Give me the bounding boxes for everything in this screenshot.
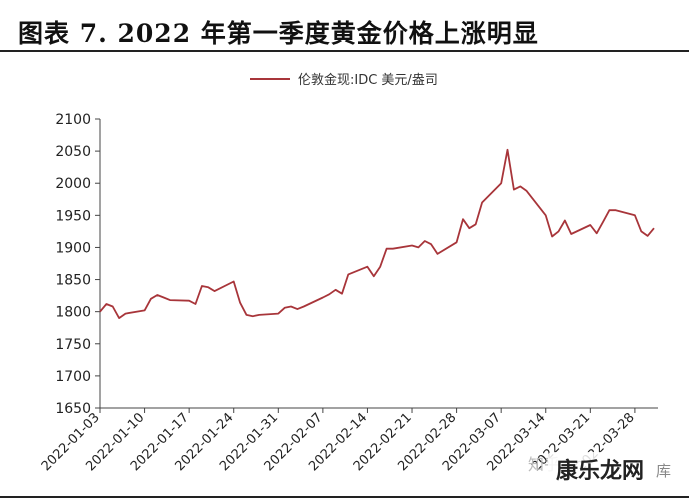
y-tick-label: 1700 (55, 369, 91, 385)
y-tick-label: 2050 (55, 144, 91, 160)
figure-title: 图表 7. 2022 年第一季度黄金价格上涨明显 (18, 19, 539, 48)
footer-rule (0, 496, 689, 498)
plot-area: 1650 1700 1750 1800 1850 1900 1950 2000 2050 2100… (39, 112, 658, 474)
series-line (99, 148, 655, 320)
y-tick-label: 1650 (55, 401, 91, 417)
y-tick-label: 1950 (55, 208, 91, 224)
watermark-backdrop (548, 452, 656, 484)
y-tick-label: 2000 (55, 176, 91, 192)
legend: 伦敦金现:IDC 美元/盎司 (250, 72, 438, 88)
watermark-right: 康乐龙网 (556, 458, 644, 484)
y-tick-label: 2100 (55, 112, 91, 128)
watermark-suffix: 库 (656, 462, 671, 480)
y-tick-label: 1750 (55, 337, 91, 353)
y-tick-label: 1800 (55, 305, 91, 321)
watermark: 知乎 康乐龙网 库 (528, 452, 671, 484)
legend-label: 伦敦金现:IDC 美元/盎司 (298, 72, 438, 88)
y-tick-label: 1850 (55, 273, 91, 289)
title-rule (0, 50, 689, 52)
y-tick-label: 1900 (55, 240, 91, 256)
